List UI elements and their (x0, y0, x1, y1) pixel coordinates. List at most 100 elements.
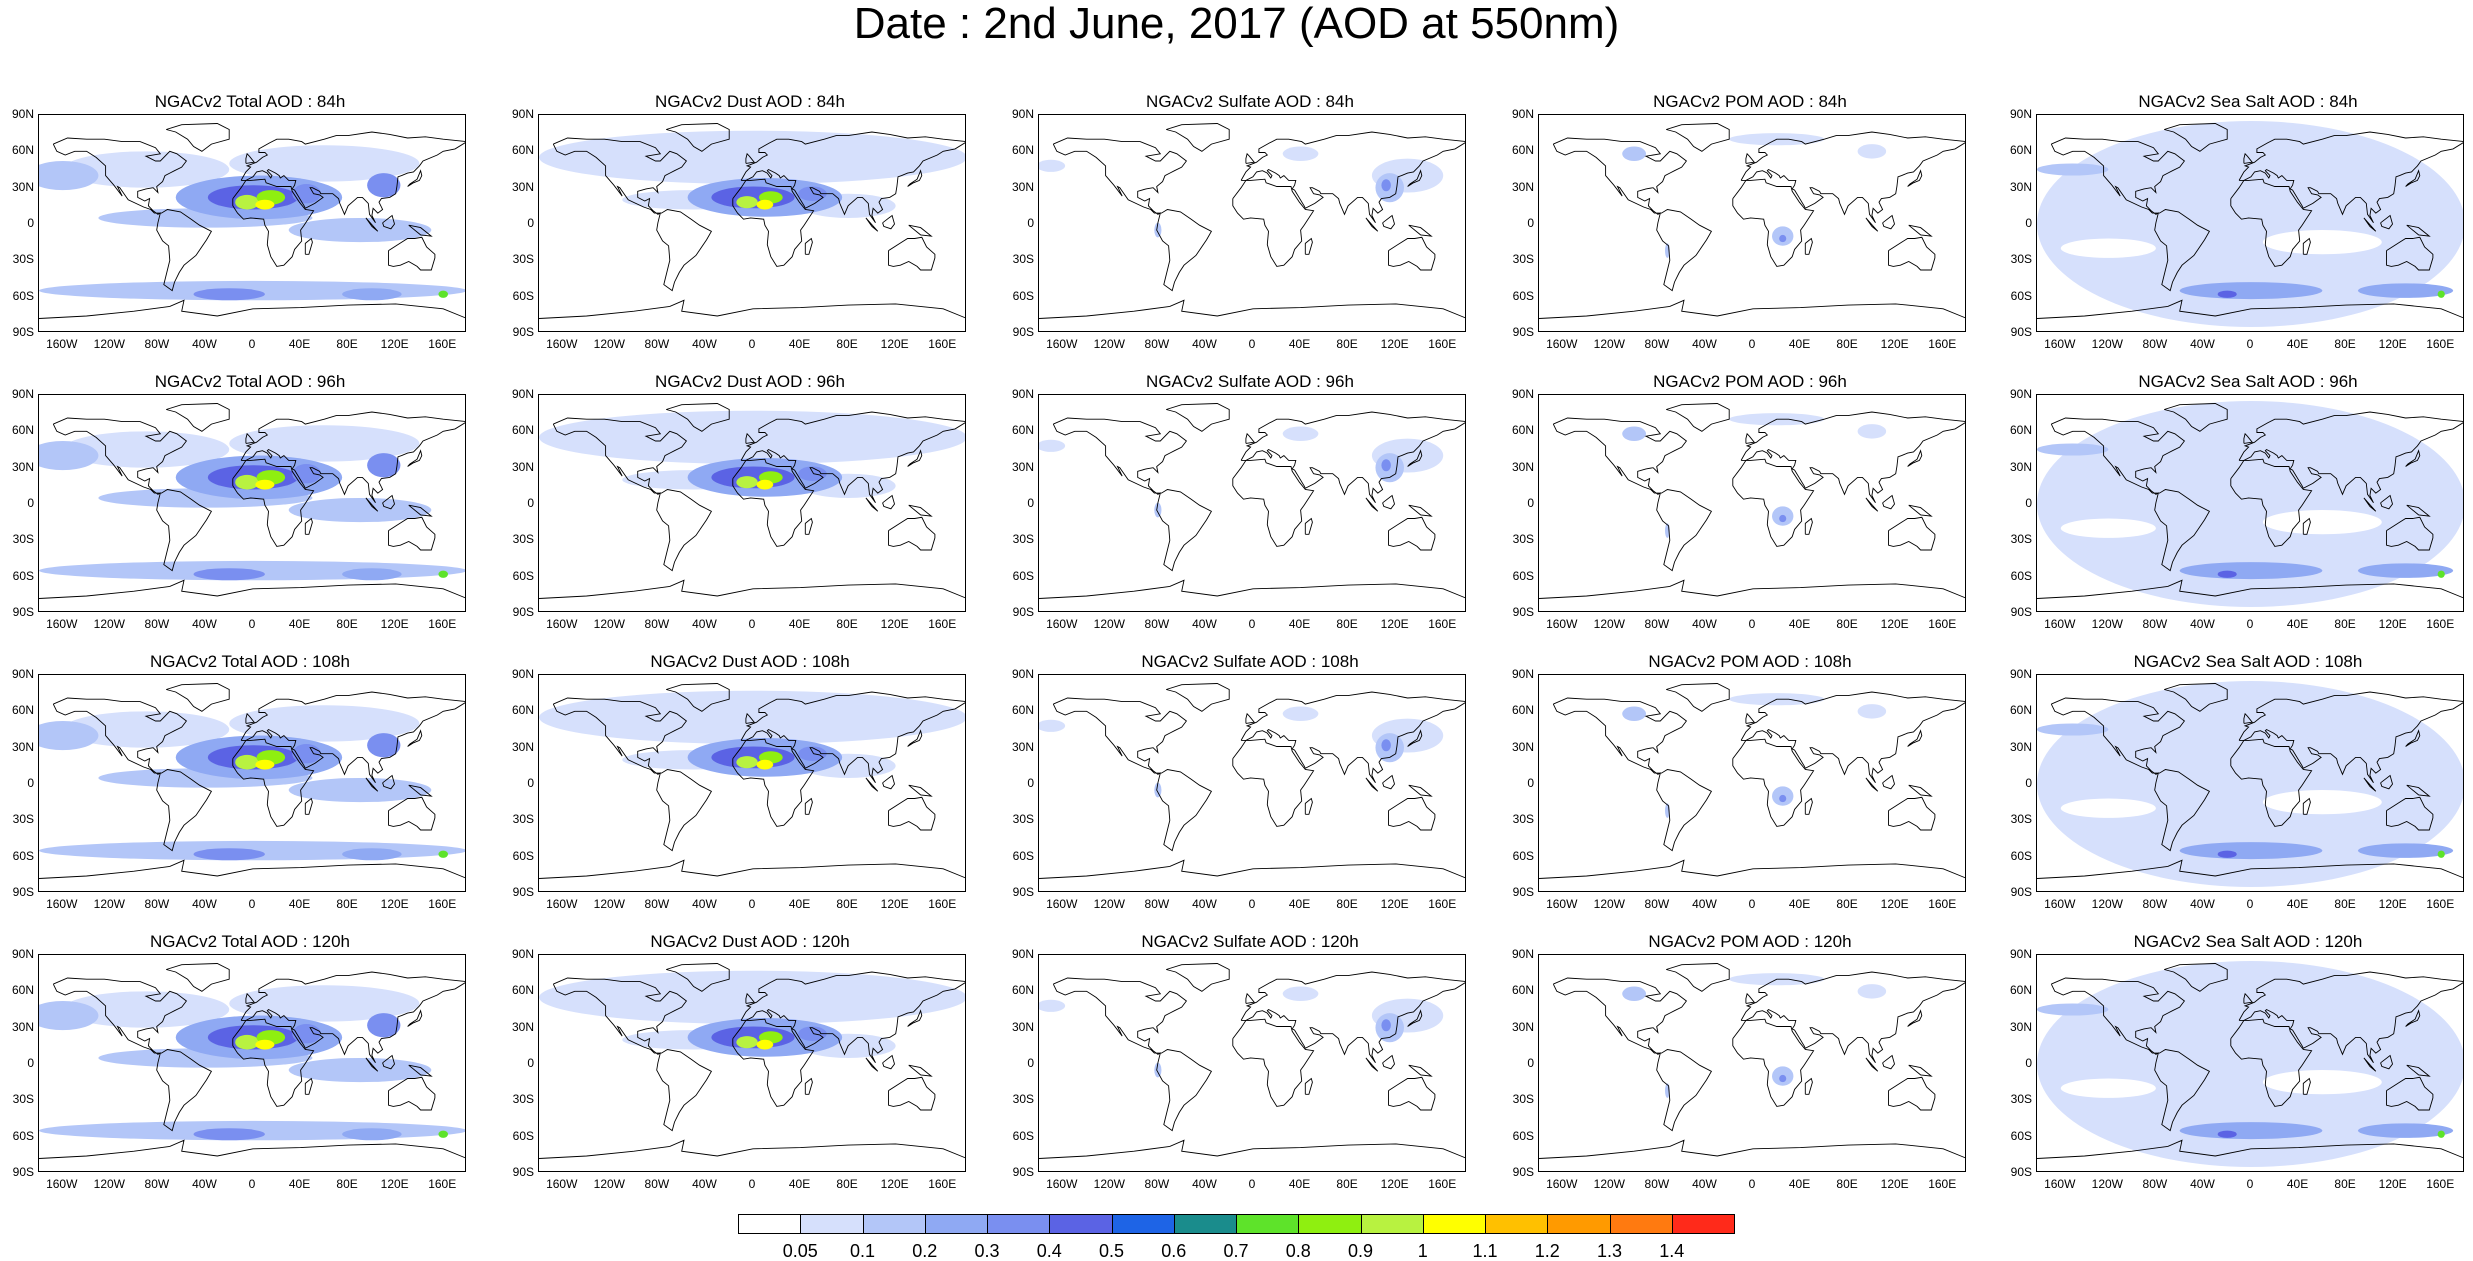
coastline (1552, 977, 1713, 1132)
panel-title: NGACv2 Sea Salt AOD : 96h (2138, 372, 2358, 391)
lon-tick-label: 80E (1336, 1177, 1358, 1191)
aod-contour (1779, 234, 1787, 243)
coastline (1240, 691, 1465, 784)
lon-tick-label: 80E (336, 337, 358, 351)
coastline (1552, 697, 1713, 852)
aod-contour (2262, 790, 2382, 815)
coastline (804, 797, 813, 815)
lat-tick-label: 30S (1012, 1092, 1034, 1107)
world-map (1538, 114, 1966, 332)
lon-tick-label: 40W (1692, 617, 1717, 631)
lat-tick-label: 90S (512, 1165, 534, 1179)
lon-tick-label: 160W (2044, 1177, 2076, 1191)
lon-tick-label: 80W (1644, 617, 1670, 631)
coastline (2238, 691, 2463, 784)
world-map (538, 674, 966, 892)
lon-tick-label: 160W (1546, 1177, 1578, 1191)
colorbar-swatch (862, 1214, 926, 1234)
coastline (2164, 963, 2228, 992)
lon-tick-label: 80W (2142, 897, 2168, 911)
lon-tick-label: 120W (2091, 1177, 2123, 1191)
aod-contour (1039, 719, 1066, 732)
coastline (39, 299, 465, 319)
lat-tick-label: 0 (527, 1056, 534, 1070)
coastline (245, 992, 256, 1004)
lon-tick-label: 80W (644, 897, 670, 911)
aod-contour (798, 466, 827, 481)
lon-tick-label: 40E (1788, 337, 1811, 351)
colorbar-level-label: 1 (1417, 1241, 1428, 1261)
coastline (666, 683, 730, 712)
lon-tick-label: 0 (748, 1177, 756, 1191)
panel-title: NGACv2 Dust AOD : 84h (655, 92, 845, 111)
colorbar-level-label: 0.2 (912, 1241, 938, 1261)
lon-tick-label: 120E (380, 897, 409, 911)
lat-tick-label: 90S (512, 605, 534, 619)
lat-tick-label: 30S (12, 1092, 34, 1107)
map-panel: NGACv2 Sulfate AOD : 96h 90N 60N 30N 0 30S 60S… (1000, 372, 1500, 634)
lat-tick-label: 90S (1012, 885, 1034, 899)
panel-title: NGACv2 POM AOD : 84h (1653, 92, 1847, 111)
lon-tick-label: 160E (1428, 337, 1457, 351)
aod-contour (193, 848, 265, 861)
world-map (1038, 674, 1466, 892)
world-map (38, 674, 466, 892)
lat-tick-label: 30S (512, 812, 534, 827)
lat-tick-label: 60N (11, 423, 34, 438)
aod-contour (1039, 439, 1066, 452)
aod-contour (62, 431, 230, 468)
aod-contour (2179, 1122, 2323, 1140)
lat-tick-label: 60N (1511, 423, 1534, 438)
lon-tick-label: 80E (1836, 617, 1858, 631)
lon-tick-label: 40E (288, 897, 311, 911)
coastline (1539, 1139, 1965, 1159)
lat-tick-label: 90N (1511, 387, 1534, 401)
aod-contour (62, 711, 230, 748)
lat-tick-label: 30S (512, 1092, 534, 1107)
lon-tick-label: 160E (1428, 1177, 1457, 1191)
coastline (1304, 237, 1313, 255)
aod-contour (2179, 562, 2323, 580)
lon-tick-label: 80W (1144, 617, 1170, 631)
colorbar-swatch (1609, 1214, 1673, 1234)
coastline (52, 697, 213, 852)
lon-tick-label: 160E (2426, 617, 2455, 631)
lat-tick-label: 90S (12, 1165, 34, 1179)
aod-field (1039, 963, 1465, 1159)
map-panel: NGACv2 Sulfate AOD : 120h 90N 60N 30N 0 30S 60… (1000, 932, 1500, 1194)
lon-tick-label: 0 (748, 897, 756, 911)
coastline (882, 1054, 895, 1070)
coastline (2363, 497, 2377, 512)
coastline (2230, 178, 2313, 267)
coastline (1245, 432, 1256, 444)
aod-contour (2037, 163, 2109, 176)
lat-tick-label: 30N (511, 459, 534, 474)
colorbar-level-label: 0.6 (1161, 1241, 1187, 1261)
colorbar-level-label: 1.3 (1596, 1241, 1623, 1261)
coastline (2380, 1054, 2393, 1070)
colorbar-level-label: 0.7 (1223, 1241, 1249, 1261)
coastline (2302, 517, 2311, 535)
panel-title: NGACv2 POM AOD : 96h (1653, 372, 1847, 391)
coastline (666, 403, 730, 432)
coastline (2164, 403, 2228, 432)
lat-tick-label: 60S (512, 1128, 534, 1143)
coastline (732, 738, 815, 827)
coastline (2406, 1064, 2431, 1077)
coastline (1407, 1009, 1423, 1027)
colorbar-swatch (738, 1214, 802, 1234)
aod-contour (39, 161, 99, 191)
lon-tick-label: 120W (1093, 897, 1125, 911)
world-map (538, 114, 966, 332)
coastline (2302, 797, 2311, 815)
lon-tick-label: 120E (1380, 337, 1409, 351)
lon-tick-label: 0 (1248, 1177, 1256, 1191)
lon-tick-label: 120E (2378, 337, 2407, 351)
coastline (2363, 1057, 2377, 1072)
lon-tick-label: 160W (2044, 897, 2076, 911)
lon-tick-label: 120W (1593, 1177, 1625, 1191)
coastline (1666, 403, 1730, 432)
world-map (38, 114, 466, 332)
aod-contour (2037, 681, 2463, 887)
coastline (39, 579, 465, 599)
